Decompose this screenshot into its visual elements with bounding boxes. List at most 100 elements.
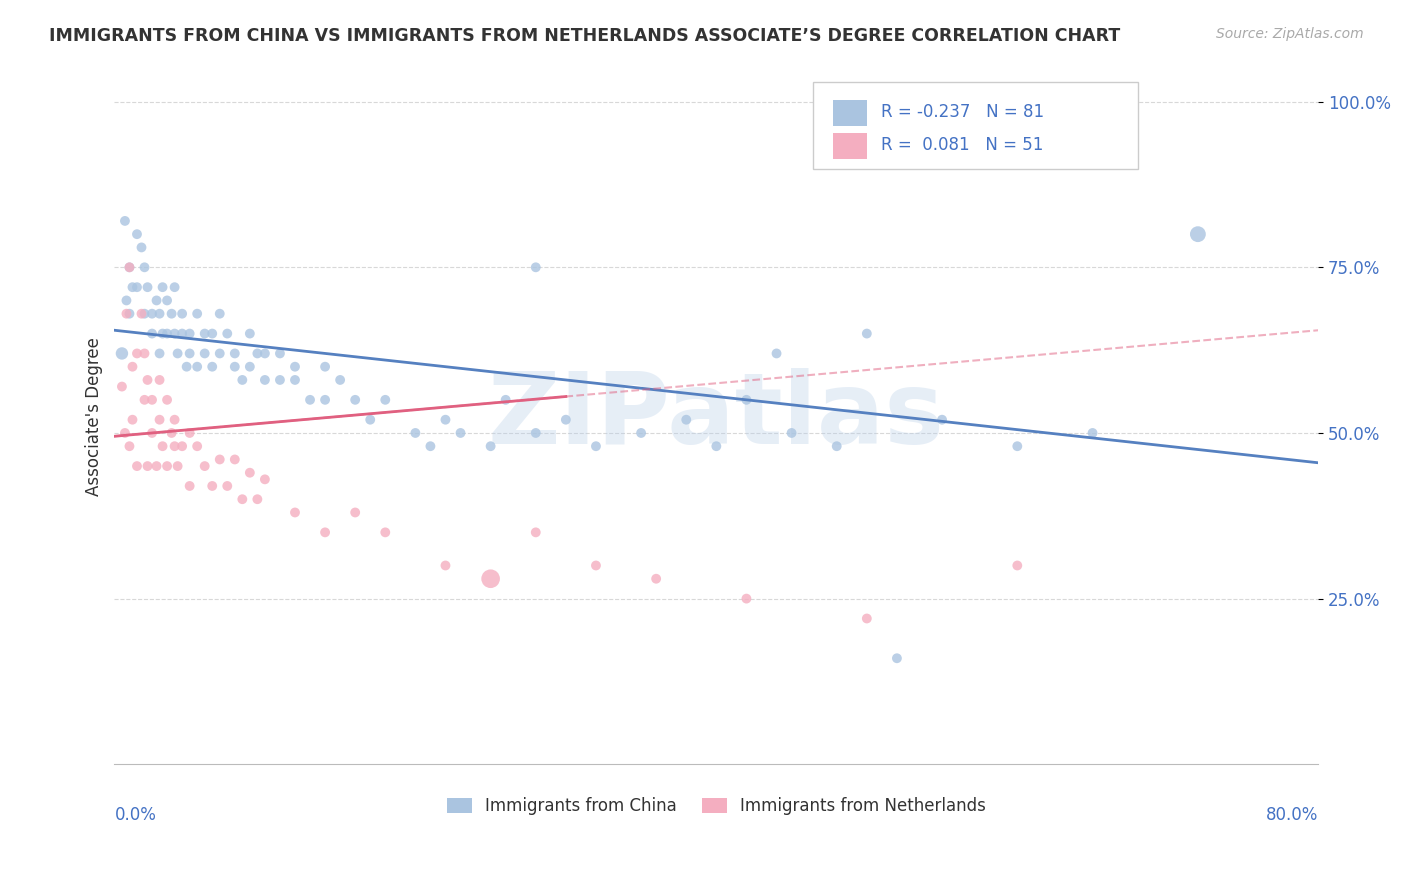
Point (344, 392, 367, 407)
Point (224, 346, 246, 360)
Point (1081, 425, 1104, 440)
Point (704, 439, 727, 453)
FancyBboxPatch shape (834, 133, 868, 159)
Point (111, 379, 134, 393)
Point (434, 558, 457, 573)
Point (118, 260, 141, 275)
Point (134, 346, 156, 360)
Point (176, 359, 198, 374)
Point (284, 359, 307, 374)
Point (585, 558, 607, 573)
Point (114, 425, 136, 440)
Point (231, 492, 253, 507)
Point (115, 293, 138, 308)
Point (201, 359, 224, 374)
Point (201, 479, 224, 493)
Point (125, 459, 148, 474)
Point (524, 260, 547, 275)
Point (172, 326, 194, 341)
Point (115, 307, 138, 321)
Point (118, 439, 141, 453)
Point (735, 591, 758, 606)
Point (765, 346, 787, 360)
FancyBboxPatch shape (813, 82, 1137, 169)
Point (141, 307, 163, 321)
Point (495, 392, 517, 407)
Point (856, 611, 879, 625)
Point (156, 459, 179, 474)
Point (825, 439, 848, 453)
Point (179, 425, 201, 440)
Point (450, 425, 472, 440)
Point (630, 425, 652, 440)
Point (419, 439, 441, 453)
Legend: Immigrants from China, Immigrants from Netherlands: Immigrants from China, Immigrants from N… (440, 790, 993, 822)
Point (148, 307, 170, 321)
Point (152, 326, 174, 341)
Point (585, 439, 607, 453)
Point (314, 392, 336, 407)
Point (253, 373, 276, 387)
Point (856, 326, 879, 341)
Point (114, 214, 136, 228)
Point (136, 459, 159, 474)
Point (160, 307, 183, 321)
Point (163, 326, 186, 341)
Text: ZIPatlas: ZIPatlas (488, 368, 945, 465)
Point (299, 392, 322, 407)
Point (163, 413, 186, 427)
Point (121, 280, 143, 294)
Text: R =  0.081   N = 51: R = 0.081 N = 51 (882, 136, 1043, 154)
Y-axis label: Associate's Degree: Associate's Degree (86, 337, 103, 496)
Point (231, 373, 253, 387)
Point (479, 572, 502, 586)
Point (479, 439, 502, 453)
Point (111, 346, 134, 360)
Point (554, 413, 576, 427)
Point (136, 373, 159, 387)
Point (131, 307, 153, 321)
Point (1007, 439, 1029, 453)
Point (141, 326, 163, 341)
Point (201, 326, 224, 341)
Point (284, 506, 307, 520)
Point (434, 413, 457, 427)
Point (125, 346, 148, 360)
Point (1187, 227, 1209, 242)
Point (148, 413, 170, 427)
Point (156, 326, 179, 341)
Point (246, 492, 269, 507)
FancyBboxPatch shape (834, 100, 868, 127)
Point (166, 346, 188, 360)
Point (224, 452, 246, 467)
Point (886, 651, 908, 665)
Text: 80.0%: 80.0% (1265, 806, 1319, 824)
Point (524, 425, 547, 440)
Point (131, 240, 153, 254)
Text: 0.0%: 0.0% (114, 806, 156, 824)
Text: Source: ZipAtlas.com: Source: ZipAtlas.com (1216, 27, 1364, 41)
Point (145, 459, 167, 474)
Point (172, 439, 194, 453)
Point (735, 392, 758, 407)
Point (136, 280, 159, 294)
Point (121, 413, 143, 427)
Point (217, 326, 239, 341)
Point (931, 413, 953, 427)
Point (172, 307, 194, 321)
Point (118, 260, 141, 275)
Point (780, 425, 803, 440)
Point (156, 392, 179, 407)
Point (224, 359, 246, 374)
Point (152, 439, 174, 453)
Point (166, 459, 188, 474)
Point (179, 479, 201, 493)
Point (359, 413, 381, 427)
Point (125, 280, 148, 294)
Point (141, 392, 163, 407)
Point (524, 525, 547, 540)
Point (246, 346, 269, 360)
Point (179, 346, 201, 360)
Point (134, 307, 156, 321)
Point (148, 346, 170, 360)
